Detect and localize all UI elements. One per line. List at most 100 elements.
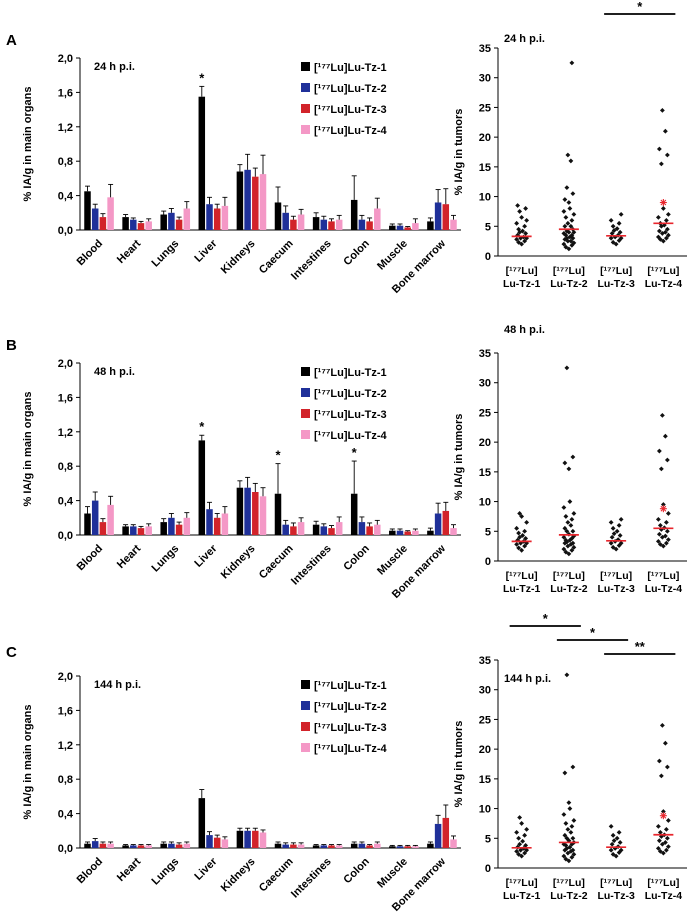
svg-text:[¹⁷⁷Lu]Lu-Tz-2: [¹⁷⁷Lu]Lu-Tz-2 (314, 388, 387, 400)
svg-text:[¹⁷⁷Lu]: [¹⁷⁷Lu] (647, 265, 679, 277)
svg-text:Lu-Tz-2: Lu-Tz-2 (550, 278, 587, 290)
svg-text:20: 20 (479, 132, 491, 144)
svg-text:10: 10 (479, 497, 491, 509)
svg-text:*: * (275, 448, 281, 463)
svg-text:Intestines: Intestines (289, 543, 334, 588)
svg-text:*: * (590, 625, 596, 640)
svg-text:0,8: 0,8 (58, 461, 73, 473)
tumor-scatter-chart-144h: 0 5 10 15 20 25 30 35 % IA/g in tumors 144 h p.i.… (453, 612, 687, 902)
svg-text:[¹⁷⁷Lu]Lu-Tz-2: [¹⁷⁷Lu]Lu-Tz-2 (314, 83, 387, 95)
svg-text:Kidneys: Kidneys (219, 543, 258, 582)
svg-text:1,6: 1,6 (58, 705, 73, 717)
svg-text:0,8: 0,8 (58, 156, 73, 168)
svg-text:[¹⁷⁷Lu]Lu-Tz-2: [¹⁷⁷Lu]Lu-Tz-2 (314, 701, 387, 713)
svg-text:10: 10 (479, 804, 491, 816)
svg-text:[¹⁷⁷Lu]: [¹⁷⁷Lu] (647, 877, 679, 889)
svg-text:20: 20 (479, 744, 491, 756)
svg-text:Blood: Blood (75, 543, 106, 574)
svg-text:[¹⁷⁷Lu]Lu-Tz-3: [¹⁷⁷Lu]Lu-Tz-3 (314, 409, 387, 421)
svg-text:[¹⁷⁷Lu]: [¹⁷⁷Lu] (600, 877, 632, 889)
svg-text:*: * (199, 70, 205, 85)
svg-text:Colon: Colon (341, 542, 372, 573)
svg-text:24 h p.i.: 24 h p.i. (94, 61, 135, 73)
svg-text:Lungs: Lungs (150, 856, 182, 888)
svg-text:Caecum: Caecum (257, 542, 296, 581)
svg-text:% IA/g in main organs: % IA/g in main organs (22, 392, 34, 507)
svg-text:[¹⁷⁷Lu]Lu-Tz-3: [¹⁷⁷Lu]Lu-Tz-3 (314, 104, 387, 116)
svg-text:35: 35 (479, 43, 491, 55)
svg-text:Blood: Blood (75, 238, 106, 269)
svg-text:**: ** (635, 639, 646, 654)
svg-text:1,6: 1,6 (58, 392, 73, 404)
svg-text:Muscle: Muscle (375, 856, 410, 891)
svg-text:Lu-Tz-3: Lu-Tz-3 (597, 890, 634, 902)
svg-text:[¹⁷⁷Lu]: [¹⁷⁷Lu] (553, 570, 585, 582)
panel-label-c: C (6, 644, 17, 661)
svg-text:10: 10 (479, 192, 491, 204)
svg-text:[¹⁷⁷Lu]: [¹⁷⁷Lu] (506, 570, 538, 582)
svg-text:0,0: 0,0 (58, 225, 73, 237)
svg-text:% IA/g in main organs: % IA/g in main organs (22, 87, 34, 202)
svg-text:Kidneys: Kidneys (219, 856, 258, 895)
svg-text:Liver: Liver (192, 542, 220, 570)
svg-text:Lungs: Lungs (150, 238, 182, 270)
svg-text:144 h p.i.: 144 h p.i. (504, 673, 551, 685)
svg-text:30: 30 (479, 378, 491, 390)
svg-text:1,6: 1,6 (58, 87, 73, 99)
panel-label-b: B (6, 337, 17, 354)
svg-text:30: 30 (479, 685, 491, 697)
biodistribution-bar-chart-144h: 0,0 0,4 0,8 1,2 1,6 2,0 % IA/g in main organs B… (22, 671, 461, 914)
svg-text:[¹⁷⁷Lu]: [¹⁷⁷Lu] (553, 265, 585, 277)
svg-text:Lu-Tz-1: Lu-Tz-1 (503, 890, 540, 902)
svg-text:15: 15 (479, 774, 491, 786)
svg-text:2,0: 2,0 (58, 358, 73, 370)
svg-text:% IA/g in tumors: % IA/g in tumors (453, 109, 465, 196)
svg-text:[¹⁷⁷Lu]Lu-Tz-1: [¹⁷⁷Lu]Lu-Tz-1 (314, 367, 387, 379)
svg-text:0,0: 0,0 (58, 843, 73, 855)
svg-text:2,0: 2,0 (58, 53, 73, 65)
svg-text:0,4: 0,4 (58, 809, 74, 821)
svg-text:Blood: Blood (75, 856, 106, 887)
svg-text:[¹⁷⁷Lu]Lu-Tz-1: [¹⁷⁷Lu]Lu-Tz-1 (314, 62, 387, 74)
svg-text:% IA/g in main organs: % IA/g in main organs (22, 705, 34, 820)
svg-text:% IA/g in tumors: % IA/g in tumors (453, 414, 465, 501)
svg-text:Liver: Liver (192, 237, 220, 265)
svg-text:Lu-Tz-2: Lu-Tz-2 (550, 583, 587, 595)
svg-text:0,0: 0,0 (58, 530, 73, 542)
svg-text:Liver: Liver (192, 855, 220, 883)
svg-text:*: * (637, 0, 643, 14)
svg-text:Caecum: Caecum (257, 237, 296, 276)
svg-text:48 h p.i.: 48 h p.i. (94, 366, 135, 378)
svg-text:1,2: 1,2 (58, 427, 73, 439)
svg-text:Intestines: Intestines (289, 856, 334, 901)
svg-text:Intestines: Intestines (289, 238, 334, 283)
svg-text:Muscle: Muscle (375, 543, 410, 578)
svg-text:Heart: Heart (115, 542, 144, 571)
svg-text:Lungs: Lungs (150, 543, 182, 575)
svg-text:1,2: 1,2 (58, 740, 73, 752)
svg-text:20: 20 (479, 437, 491, 449)
svg-text:0,4: 0,4 (58, 496, 74, 508)
svg-text:0: 0 (485, 251, 491, 263)
biodistribution-bar-chart-48h: 0,0 0,4 0,8 1,2 1,6 2,0 % IA/g in main organs B… (22, 358, 461, 601)
svg-text:Caecum: Caecum (257, 855, 296, 894)
panel-b: B 0,0 0,4 0,8 1,2 1,6 2,0 % IA/g in main organ… (0, 305, 693, 610)
svg-text:5: 5 (485, 526, 491, 538)
svg-text:Lu-Tz-2: Lu-Tz-2 (550, 890, 587, 902)
biodistribution-bar-chart-24h: 0,0 0,4 0,8 1,2 1,6 2,0 % IA/g in main organs B… (22, 53, 461, 296)
svg-text:[¹⁷⁷Lu]: [¹⁷⁷Lu] (600, 570, 632, 582)
svg-text:[¹⁷⁷Lu]: [¹⁷⁷Lu] (600, 265, 632, 277)
svg-text:Lu-Tz-3: Lu-Tz-3 (597, 583, 634, 595)
svg-text:*: * (543, 612, 549, 626)
svg-text:0,4: 0,4 (58, 191, 74, 203)
svg-text:*: * (199, 419, 205, 434)
svg-text:Colon: Colon (341, 237, 372, 268)
svg-text:Heart: Heart (115, 855, 144, 884)
svg-text:25: 25 (479, 102, 491, 114)
tumor-scatter-chart-24h: 0 5 10 15 20 25 30 35 % IA/g in tumors 24 h p.i. [… (453, 0, 687, 290)
tumor-scatter-chart-48h: 0 5 10 15 20 25 30 35 % IA/g in tumors 48 h p.i. [… (453, 324, 687, 595)
svg-text:25: 25 (479, 407, 491, 419)
panel-c: C 0,0 0,4 0,8 1,2 1,6 2,0 % IA/g in main organ… (0, 612, 693, 917)
svg-text:48 h p.i.: 48 h p.i. (504, 324, 545, 336)
svg-text:Lu-Tz-1: Lu-Tz-1 (503, 583, 540, 595)
